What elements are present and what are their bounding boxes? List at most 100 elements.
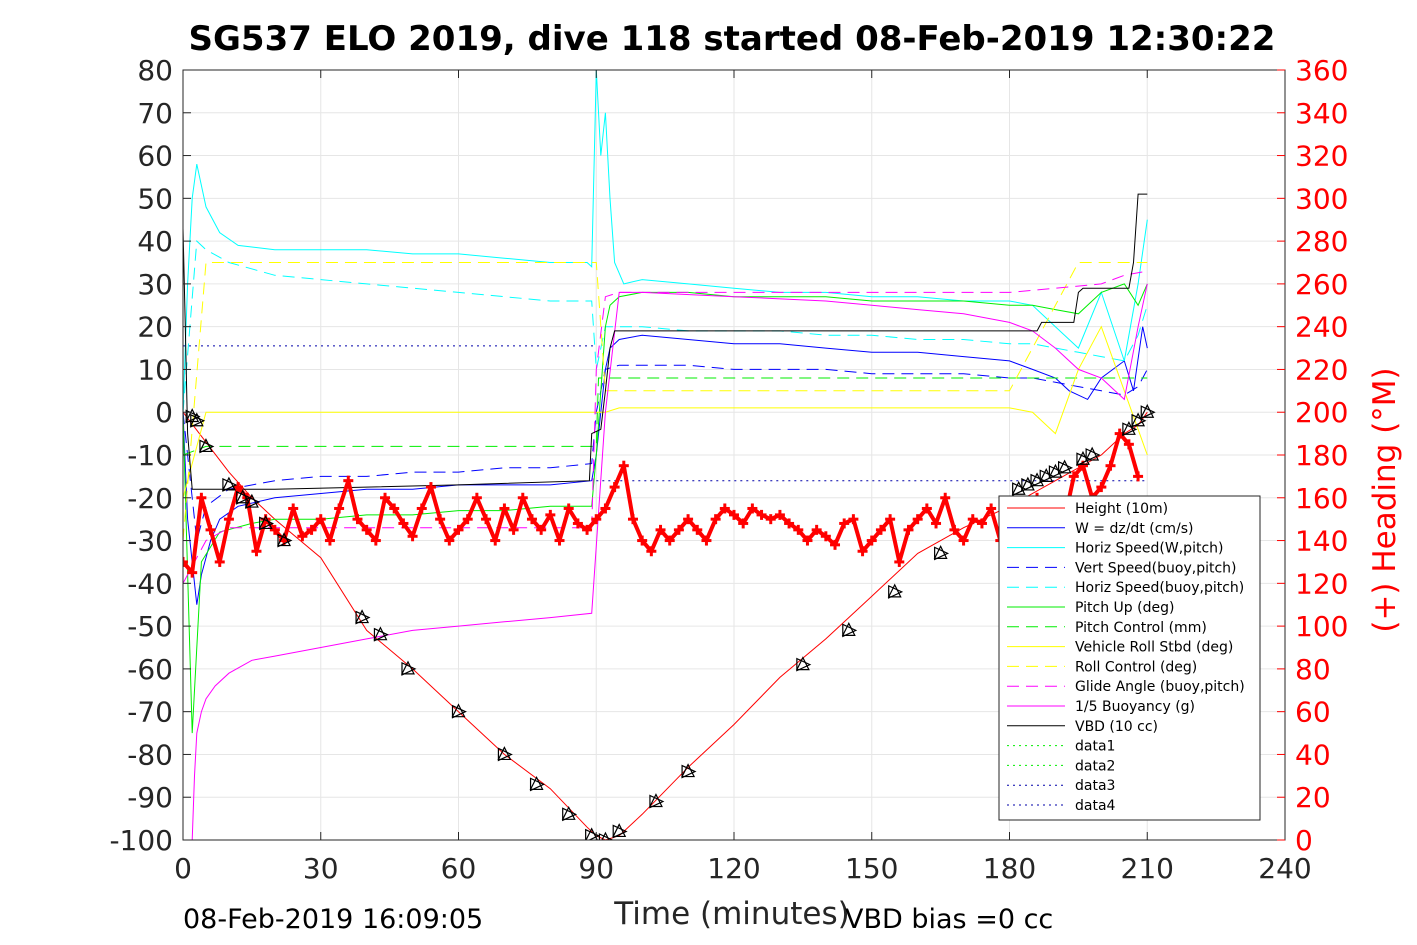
height-marker (451, 703, 467, 719)
y2-tick-label: 60 (1295, 696, 1331, 729)
legend-entry: 1/5 Buoyancy (g) (1007, 699, 1195, 715)
legend-entry: Pitch Up (deg) (1007, 600, 1174, 616)
y-tick-label: -70 (127, 696, 173, 729)
height-marker (258, 515, 275, 531)
height-marker (1121, 420, 1138, 437)
marker-up (1085, 446, 1100, 461)
y-tick-label: 60 (137, 140, 173, 173)
legend-label: data2 (1075, 758, 1115, 774)
marker-right (562, 807, 578, 822)
marker-right (1012, 482, 1028, 497)
y-tick-label: -20 (127, 482, 173, 515)
marker-right (1021, 478, 1037, 492)
x-axis: 0 30 60 90 120 150 180 210 240 (174, 70, 1312, 885)
height-marker (795, 656, 812, 672)
marker-right (1122, 422, 1138, 437)
marker-right (842, 623, 858, 638)
chart-title: SG537 ELO 2019, dive 118 started 08-Feb-… (189, 19, 1276, 59)
height-marker (841, 622, 858, 638)
marker-up (401, 660, 415, 675)
heading-point (183, 556, 188, 567)
height-marker (497, 746, 513, 762)
marker-right (796, 657, 812, 672)
marker-right (259, 516, 275, 531)
height-marker (887, 583, 904, 599)
marker-right (245, 495, 261, 509)
series-line-glide-angle-buoy-pitch (183, 270, 1148, 584)
height-marker (529, 776, 545, 792)
legend-label: Horiz Speed(W,pitch) (1075, 541, 1223, 557)
marker-right (681, 764, 697, 779)
height-marker (648, 793, 665, 809)
legend-entry: data2 (1007, 758, 1115, 774)
marker-up (1121, 420, 1136, 435)
marker-right (1048, 465, 1064, 480)
y-axis-right: 3603403203002802602402202001801601401201… (1277, 54, 1348, 857)
legend-entry: data3 (1007, 778, 1115, 794)
height-marker (401, 660, 417, 676)
marker-up (601, 831, 610, 840)
series-line-roll-control-deg (183, 262, 1148, 541)
marker-up (1057, 459, 1072, 474)
marker-up (795, 656, 810, 671)
series-line-vehicle-roll-stbd-deg (183, 325, 1148, 498)
legend-label: Pitch Up (deg) (1075, 600, 1174, 616)
heading-layer (183, 428, 1144, 589)
y2-tick-label: 360 (1295, 54, 1348, 87)
y2-tick-label: 140 (1295, 525, 1348, 558)
marker-up (185, 408, 200, 423)
marker-right (185, 409, 201, 424)
y2-tick-label: 260 (1295, 268, 1348, 301)
legend-label: Horiz Speed(buoy,pitch) (1075, 580, 1244, 596)
marker-up (189, 412, 204, 427)
y2-tick-label: 340 (1295, 97, 1348, 130)
series-line-1-5-buoyancy-g (191, 283, 1148, 840)
marker-up (841, 622, 856, 636)
y2-tick-label: 20 (1295, 781, 1331, 814)
legend-entry: data1 (1007, 739, 1115, 755)
height-marker (681, 763, 697, 779)
marker-right (1057, 460, 1074, 475)
y-tick-label: 80 (137, 54, 173, 87)
marker-right (277, 533, 293, 548)
marker-up (373, 626, 388, 641)
y2-tick-label: 160 (1295, 482, 1348, 515)
marker-right (1030, 473, 1046, 488)
height-marker (598, 831, 614, 840)
legend-entry: data4 (1007, 798, 1116, 814)
height-marker (612, 823, 628, 839)
y2-tick-label: 280 (1295, 225, 1348, 258)
x-tick-label: 0 (174, 852, 192, 885)
y-tick-label: -10 (127, 439, 173, 472)
marker-up (198, 438, 213, 453)
series-line-vert-speed-buoy-pitch (183, 364, 1148, 541)
legend-label: Vehicle Roll Stbd (deg) (1075, 640, 1233, 656)
y-tick-label: 20 (137, 311, 173, 344)
legend-entry: Horiz Speed(W,pitch) (1007, 541, 1223, 557)
legend-label: Pitch Control (mm) (1075, 620, 1207, 636)
series-line-horiz-speed-w-pitch (183, 70, 1148, 413)
y-tick-label: -60 (127, 653, 173, 686)
height-marker (585, 827, 601, 840)
legend-label: Roll Control (deg) (1075, 659, 1197, 675)
marker-right (529, 777, 545, 792)
marker-up (258, 515, 273, 530)
marker-right (373, 627, 389, 642)
height-marker (221, 476, 238, 492)
marker-up (1131, 412, 1146, 427)
marker-right (649, 794, 665, 809)
marker-up (451, 703, 466, 718)
series-line-pitch-control-mm (183, 377, 1148, 456)
height-marker (1085, 446, 1101, 462)
marker-right (585, 828, 601, 840)
marker-up (1140, 403, 1155, 418)
legend-label: 1/5 Buoyancy (g) (1075, 699, 1195, 715)
y2-tick-label: 100 (1295, 610, 1348, 643)
legend-label: VBD (10 cc) (1075, 719, 1158, 735)
height-marker (189, 412, 206, 428)
height-marker (355, 609, 371, 625)
legend-entry: Height (10m) (1007, 501, 1168, 517)
height-marker (198, 438, 215, 454)
y2-tick-label: 0 (1295, 824, 1313, 857)
